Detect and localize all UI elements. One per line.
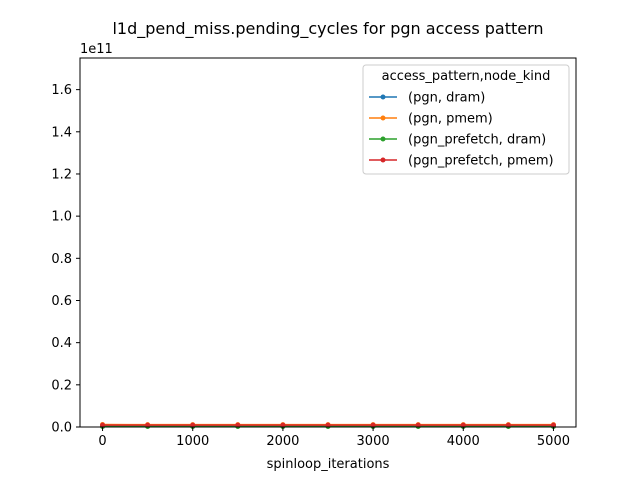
y-tick-label: 0.4	[51, 336, 72, 351]
data-point-pgn-prefetch-pmem	[370, 422, 376, 428]
y-tick-label: 0.6	[51, 294, 72, 309]
x-axis: 0 1000 2000 3000 4000 5000	[98, 427, 570, 449]
legend: access_pattern,node_kind (pgn, dram) (pgn…	[362, 64, 570, 175]
data-point-pgn-prefetch-pmem	[325, 422, 331, 428]
y-tick-label: 1.2	[51, 167, 72, 182]
x-tick-label: 2000	[266, 434, 299, 449]
plot-frame	[79, 57, 577, 428]
x-tick-label: 3000	[357, 434, 390, 449]
y-offset-label: 1e11	[80, 42, 113, 57]
legend-label-pgn-prefetch-pmem: (pgn_prefetch, pmem)	[408, 154, 554, 169]
legend-marker-pgn-prefetch-dram	[380, 136, 386, 142]
x-axis-label: spinloop_iterations	[267, 457, 390, 472]
y-tick-label: 0.8	[51, 252, 72, 267]
data-point-pgn-prefetch-pmem	[145, 422, 151, 428]
legend-marker-pgn-dram	[380, 94, 386, 100]
legend-title: access_pattern,node_kind	[382, 69, 551, 84]
chart-title: l1d_pend_miss.pending_cycles for pgn acc…	[112, 19, 543, 39]
series-layer	[100, 421, 556, 429]
data-point-pgn-prefetch-pmem	[100, 422, 106, 428]
legend-label-pgn-dram: (pgn, dram)	[408, 91, 485, 106]
data-point-pgn-prefetch-pmem	[550, 422, 556, 428]
legend-marker-pgn-pmem	[380, 115, 386, 121]
y-tick-label: 0.2	[51, 378, 72, 393]
data-point-pgn-prefetch-pmem	[280, 422, 286, 428]
legend-label-pgn-prefetch-dram: (pgn_prefetch, dram)	[408, 133, 546, 148]
x-tick-label: 1000	[176, 434, 209, 449]
data-point-pgn-prefetch-pmem	[415, 422, 421, 428]
x-tick-label: 0	[98, 434, 106, 449]
y-tick-label: 1.0	[51, 210, 72, 225]
legend-label-pgn-pmem: (pgn, pmem)	[408, 112, 493, 127]
x-tick-label: 4000	[447, 434, 480, 449]
legend-marker-pgn-prefetch-pmem	[380, 157, 386, 163]
y-tick-label: 0.0	[51, 421, 72, 436]
y-axis: 0.0 0.2 0.4 0.6 0.8 1.0 1.2 1.4 1.6	[51, 83, 80, 436]
data-point-pgn-prefetch-pmem	[460, 422, 466, 428]
data-point-pgn-prefetch-pmem	[505, 422, 511, 428]
x-tick-label: 5000	[537, 434, 570, 449]
legend-box	[362, 64, 570, 175]
y-tick-label: 1.4	[51, 125, 72, 140]
data-point-pgn-prefetch-pmem	[235, 422, 241, 428]
data-point-pgn-prefetch-pmem	[190, 422, 196, 428]
y-tick-label: 1.6	[51, 83, 72, 98]
